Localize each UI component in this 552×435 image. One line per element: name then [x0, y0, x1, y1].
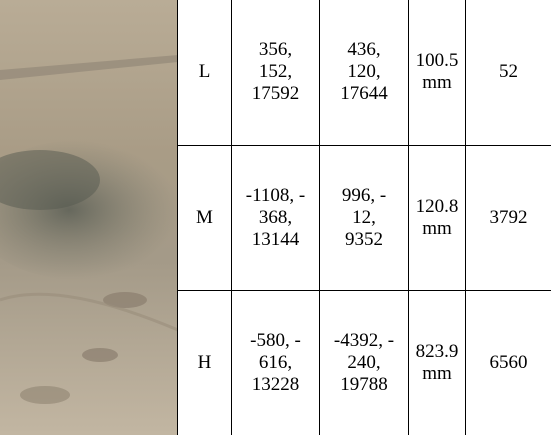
- table-cell: 100.5 mm: [408, 0, 466, 146]
- table-cell: 3792: [465, 144, 551, 291]
- cell-line: 6560: [489, 351, 528, 373]
- table-row: M -1108, -368, 13144 996, -12, 9352 120.8 mm 37…: [177, 144, 551, 291]
- cell-line: mm: [422, 72, 452, 94]
- table-row: H -580, -616, 13228 -4392, -240, 19788 823.9 m…: [177, 289, 551, 435]
- cell-line: 823.9: [415, 340, 459, 362]
- cell-line: 356,: [258, 39, 293, 61]
- row-label: H: [177, 289, 232, 435]
- cell-line: 120,: [347, 61, 381, 83]
- table-cell: 356, 152, 17592: [231, 0, 320, 146]
- cell-line: -1108, -: [245, 184, 306, 206]
- ground-photo: [0, 0, 178, 435]
- cell-line: 240,: [347, 351, 381, 373]
- cell-line: 120.8: [415, 195, 459, 217]
- cell-line: 436,: [347, 39, 381, 61]
- cell-line: 100.5: [415, 50, 459, 72]
- cell-line: 17644: [340, 83, 388, 105]
- cell-line: 996, -: [341, 184, 387, 206]
- table-cell: -4392, -240, 19788: [319, 289, 409, 435]
- cell-line: 3792: [489, 206, 528, 228]
- cell-line: 17592: [251, 83, 300, 105]
- table-cell: 52: [465, 0, 551, 146]
- table-cell: 823.9 mm: [408, 289, 466, 435]
- cell-line: 152,: [258, 61, 293, 83]
- table-cell: 996, -12, 9352: [319, 144, 409, 291]
- table-row: L 356, 152, 17592 436, 120, 17644 100.5 mm 52: [177, 0, 551, 146]
- cell-line: 13144: [251, 228, 300, 250]
- cell-line: 12,: [352, 206, 376, 228]
- cell-line: 13228: [251, 373, 300, 395]
- cell-line: 368,: [258, 206, 293, 228]
- cell-line: 9352: [345, 228, 383, 250]
- cell-line: -4392, -: [333, 329, 395, 351]
- row-label: L: [177, 0, 232, 146]
- table-cell: 120.8 mm: [408, 144, 466, 291]
- cell-line: 616,: [258, 351, 293, 373]
- table-cell: -1108, -368, 13144: [231, 144, 320, 291]
- cell-line: 19788: [340, 373, 388, 395]
- cell-line: mm: [422, 362, 452, 384]
- cell-line: 52: [499, 61, 518, 83]
- table-cell: -580, -616, 13228: [231, 289, 320, 435]
- table-cell: 436, 120, 17644: [319, 0, 409, 146]
- data-table: L 356, 152, 17592 436, 120, 17644 100.5 mm 52 M -11…: [177, 0, 551, 435]
- cell-line: mm: [422, 217, 452, 239]
- row-label: M: [177, 144, 232, 291]
- table-cell: 6560: [465, 289, 551, 435]
- cell-line: -580, -: [250, 329, 301, 351]
